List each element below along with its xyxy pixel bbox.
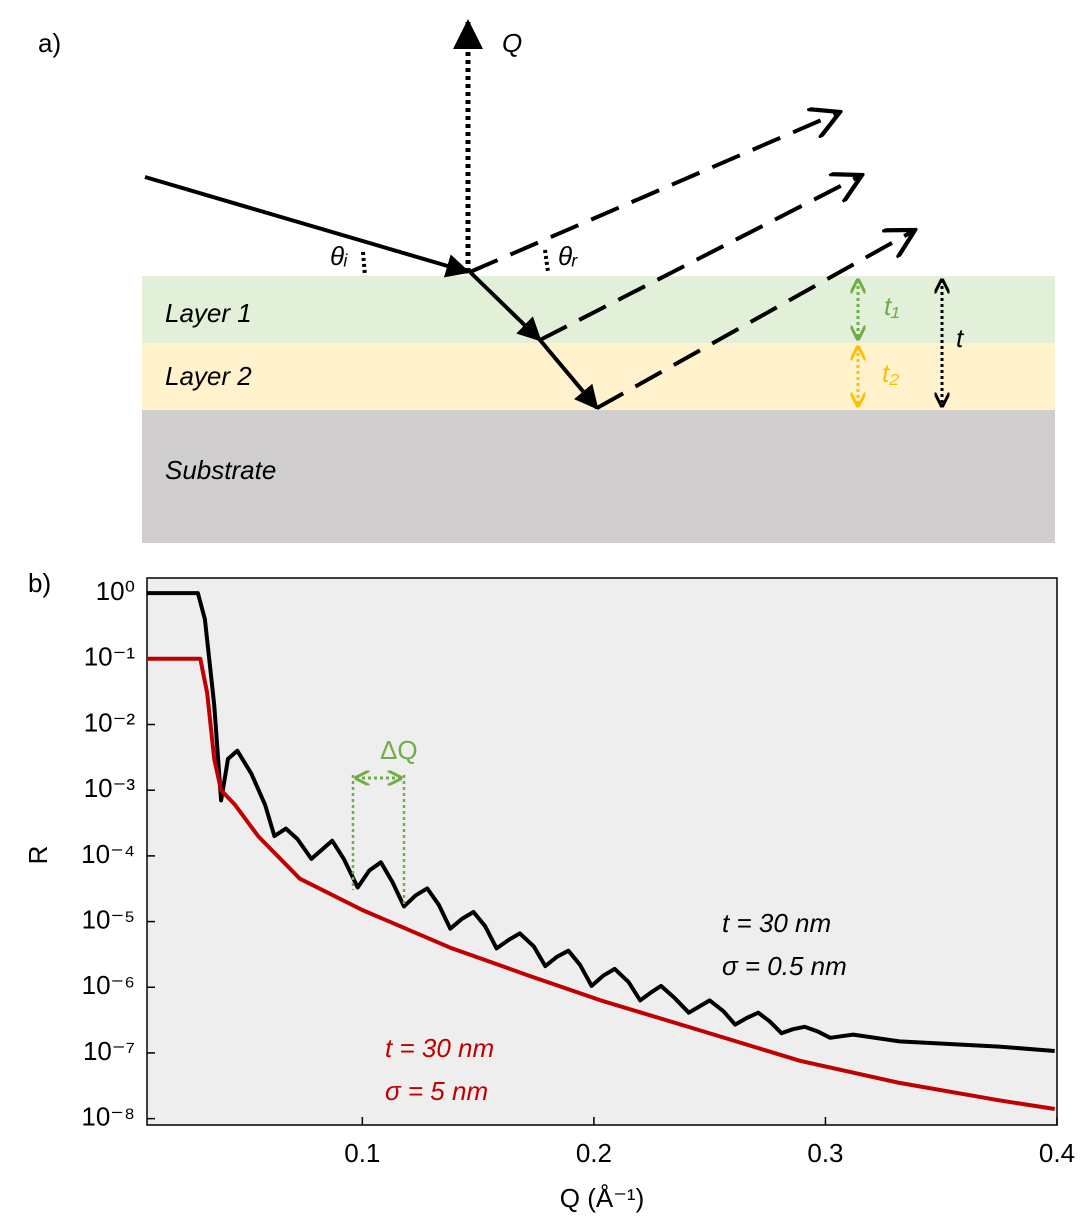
angle-mark <box>363 252 365 276</box>
y-tick-label: 10⁻⁸ <box>81 1102 135 1132</box>
annotation: t = 30 nm <box>722 908 831 938</box>
y-tick-label: 10⁻⁴ <box>81 839 135 869</box>
q-label: Q <box>502 28 522 58</box>
reflected-beam <box>470 112 840 272</box>
annotation: σ = 5 nm <box>385 1076 488 1106</box>
x-tick-label: 0.3 <box>807 1138 843 1168</box>
layer-label: Substrate <box>165 455 276 485</box>
y-axis-label: R <box>23 846 53 865</box>
layer-label: Layer 1 <box>165 298 252 328</box>
incident-beam <box>145 177 468 272</box>
annotation: ΔQ <box>380 735 418 765</box>
x-tick-label: 0.1 <box>344 1138 380 1168</box>
panel-label: a) <box>38 28 61 58</box>
y-tick-label: 10⁰ <box>96 576 135 606</box>
layer-label: Layer 2 <box>165 361 252 391</box>
angle-mark <box>545 250 548 272</box>
y-tick-label: 10⁻³ <box>84 773 136 803</box>
thickness-label: t₁ <box>884 291 899 321</box>
annotation: t = 30 nm <box>385 1033 494 1063</box>
x-tick-label: 0.4 <box>1039 1138 1075 1168</box>
angle-label: θᵣ <box>558 241 578 271</box>
panel-a: a) Q θᵢ θᵣ Layer 1 Layer 2 Substrate t₁ … <box>38 22 1055 543</box>
y-tick-label: 10⁻⁵ <box>82 904 135 934</box>
y-tick-label: 10⁻⁶ <box>82 970 135 1000</box>
y-tick-label: 10⁻² <box>84 707 136 737</box>
annotation: σ = 0.5 nm <box>722 951 847 981</box>
y-tick-label: 10⁻¹ <box>84 642 136 672</box>
substrate <box>142 410 1055 543</box>
angle-label: θᵢ <box>330 241 348 271</box>
figure: a) Q θᵢ θᵣ Layer 1 Layer 2 Substrate t₁ … <box>0 0 1080 1222</box>
x-tick-label: 0.2 <box>576 1138 612 1168</box>
y-tick-label: 10⁻⁷ <box>83 1036 135 1066</box>
panel-b: b) R Q (Å⁻¹) 10⁰ 10⁻¹ 10⁻² 10⁻³ 10⁻⁴ 10⁻⁵ 10⁻⁶… <box>23 568 1075 1213</box>
thickness-label: t₂ <box>882 358 899 388</box>
layer-2 <box>142 343 1055 410</box>
panel-label: b) <box>28 568 51 598</box>
x-axis-label: Q (Å⁻¹) <box>560 1183 645 1213</box>
